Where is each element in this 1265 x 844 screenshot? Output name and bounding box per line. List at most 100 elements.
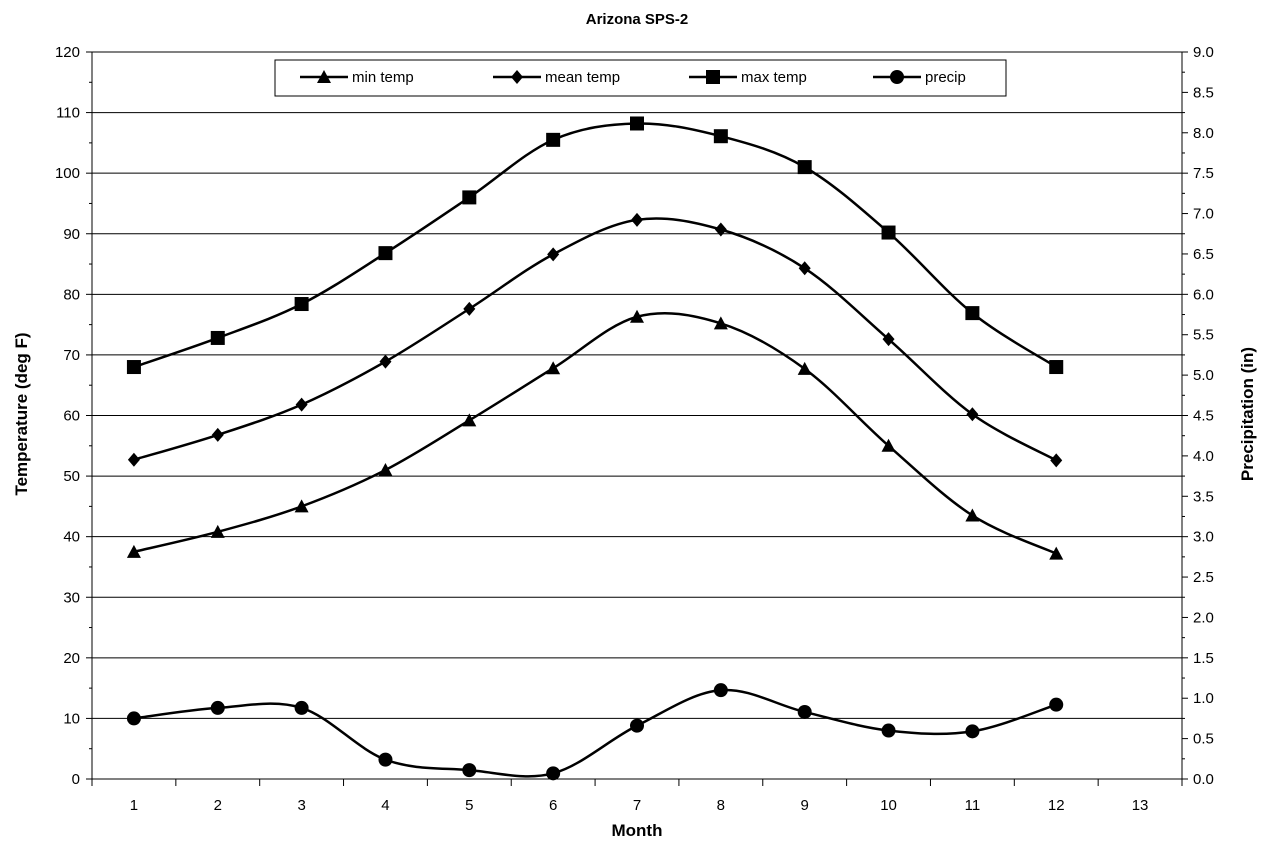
precip-point <box>126 711 141 726</box>
max-temp-point <box>797 160 812 175</box>
y-tick-label: 0 <box>72 771 80 788</box>
y2-axis-title: Precipitation (in) <box>1238 347 1257 481</box>
y2-tick-label: 4.5 <box>1193 408 1214 425</box>
x-tick-label: 5 <box>465 797 473 814</box>
y-tick-label: 90 <box>63 226 80 243</box>
precip-line <box>133 688 1057 778</box>
x-tick-label: 12 <box>1048 797 1065 814</box>
y2-axis-ticks: 0.0 0.5 1.0 1.5 2.0 2.5 3.0 3.5 4.0 4.5 5.0 5.5 6.0 6… <box>1182 44 1214 788</box>
precip-point <box>881 723 896 738</box>
min-temp-point <box>546 361 561 375</box>
legend-item-mean-temp: mean temp <box>493 69 620 86</box>
max-temp-point <box>378 246 393 261</box>
x-tick-label: 10 <box>880 797 897 814</box>
min-temp-line <box>133 312 1057 555</box>
y2-tick-label: 4.0 <box>1193 448 1214 465</box>
y2-tick-label: 7.5 <box>1193 165 1214 182</box>
series-mean-temp <box>127 212 1063 468</box>
legend-swatch-marker <box>511 70 523 84</box>
precip-point <box>462 763 477 778</box>
y-tick-label: 120 <box>55 44 80 61</box>
x-tick-label: 3 <box>297 797 305 814</box>
max-temp-point <box>546 132 561 147</box>
max-temp-point <box>126 360 141 375</box>
series-max-temp <box>126 116 1064 375</box>
max-temp-point <box>881 225 896 240</box>
y2-tick-label: 1.5 <box>1193 650 1214 667</box>
legend-swatch-marker <box>317 70 331 83</box>
precip-point <box>713 683 728 698</box>
y2-tick-label: 5.0 <box>1193 367 1214 384</box>
mean-temp-point <box>1050 453 1063 468</box>
max-temp-point <box>965 306 980 321</box>
legend-label: precip <box>925 69 966 86</box>
mean-temp-point <box>295 397 308 412</box>
y2-tick-label: 3.5 <box>1193 488 1214 505</box>
max-temp-point <box>210 330 225 345</box>
x-tick-label: 1 <box>130 797 138 814</box>
y2-tick-label: 1.0 <box>1193 690 1214 707</box>
y-tick-label: 10 <box>63 710 80 727</box>
mean-temp-point <box>463 301 476 316</box>
precip-point <box>797 704 812 719</box>
gridlines <box>92 51 1182 719</box>
mean-temp-point <box>631 212 643 227</box>
x-tick-label: 8 <box>717 797 725 814</box>
mean-temp-point <box>127 452 140 467</box>
y-tick-label: 50 <box>63 468 80 485</box>
x-tick-label: 11 <box>965 797 981 814</box>
precip-point <box>294 700 309 715</box>
y-axis-ticks: 0 10 20 30 40 50 60 70 80 90 100 110 120 <box>55 44 92 788</box>
y2-tick-label: 2.5 <box>1193 569 1214 586</box>
min-temp-point <box>630 309 644 323</box>
x-tick-label: 7 <box>633 797 641 814</box>
x-tick-label: 2 <box>214 797 222 814</box>
min-temp-point <box>881 438 896 452</box>
precip-point <box>546 766 561 781</box>
max-temp-point <box>1049 360 1064 375</box>
mean-temp-point <box>211 427 224 442</box>
precip-point <box>1049 697 1064 712</box>
y2-tick-label: 6.5 <box>1193 246 1214 263</box>
y-tick-label: 80 <box>63 286 80 303</box>
y2-tick-label: 5.5 <box>1193 327 1214 344</box>
precip-point <box>210 700 225 715</box>
y-tick-label: 110 <box>56 105 80 122</box>
legend-item-max-temp: max temp <box>689 69 807 86</box>
y2-tick-label: 8.5 <box>1193 84 1214 101</box>
mean-temp-point <box>714 222 727 237</box>
series-precip <box>126 683 1064 781</box>
series-layer <box>126 116 1064 781</box>
legend-item-min-temp: min temp <box>300 69 414 86</box>
y-tick-label: 40 <box>63 529 80 546</box>
x-tick-label: 6 <box>549 797 557 814</box>
x-tick-label: 13 <box>1132 797 1149 814</box>
min-temp-point <box>126 544 141 558</box>
min-temp-point <box>378 463 393 477</box>
y-tick-label: 60 <box>63 408 80 425</box>
y-tick-label: 100 <box>55 165 80 182</box>
mean-temp-point <box>882 332 895 347</box>
y2-tick-label: 6.0 <box>1193 286 1214 303</box>
series-min-temp <box>126 309 1064 560</box>
legend-label: mean temp <box>545 69 620 86</box>
min-temp-point <box>1049 546 1064 560</box>
chart-title: Arizona SPS-2 <box>586 11 689 28</box>
precip-point <box>630 718 644 733</box>
y-axis-title: Temperature (deg F) <box>12 332 31 495</box>
y2-tick-label: 7.0 <box>1193 206 1214 223</box>
legend-swatch-marker <box>706 70 720 84</box>
y2-tick-label: 8.0 <box>1193 125 1214 142</box>
max-temp-point <box>713 129 728 144</box>
x-axis-ticks: 1 2 3 4 5 6 7 8 9 10 11 12 13 <box>91 779 1183 814</box>
precip-point <box>378 752 393 767</box>
precip-point <box>965 724 980 739</box>
legend-swatch-marker <box>890 70 904 84</box>
y2-tick-label: 0.0 <box>1193 771 1214 788</box>
y2-tick-label: 2.0 <box>1193 609 1214 626</box>
mean-temp-point <box>547 247 560 262</box>
y2-tick-label: 0.5 <box>1193 731 1214 748</box>
max-temp-point <box>462 190 477 205</box>
mean-temp-point <box>379 354 392 369</box>
